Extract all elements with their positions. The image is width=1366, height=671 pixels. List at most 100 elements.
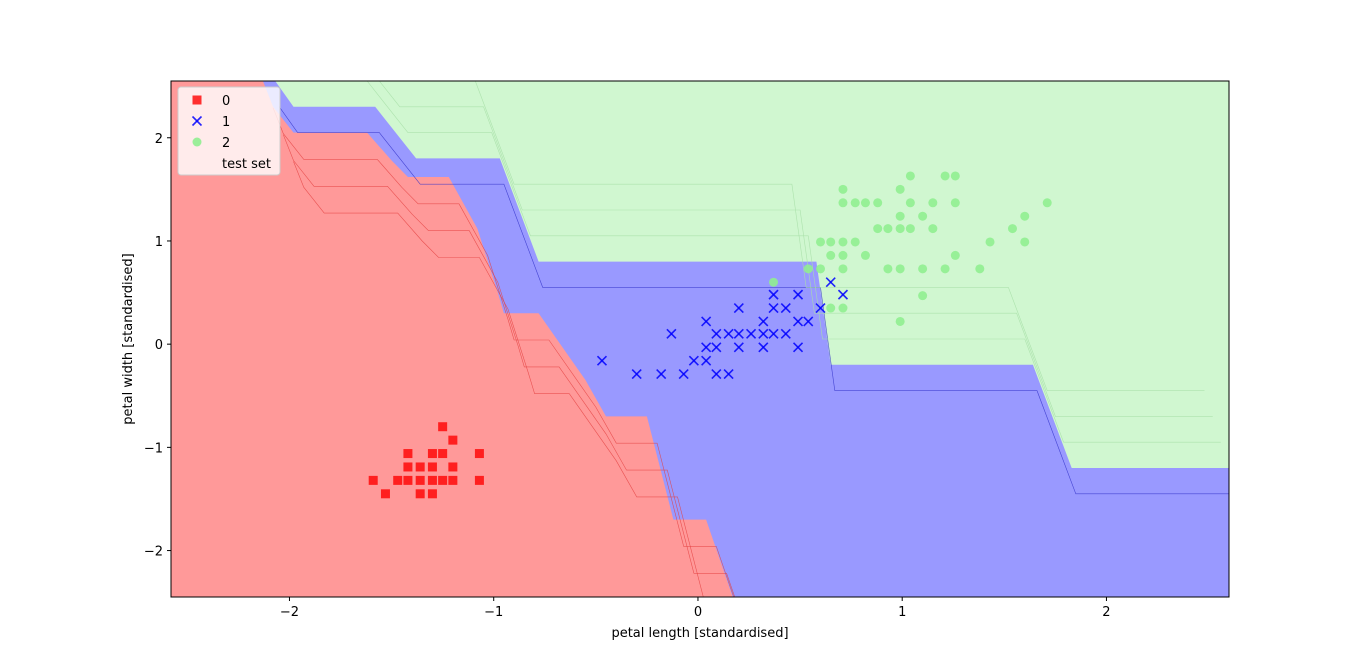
- data-point-class-1: [780, 302, 791, 314]
- data-point-class-1: [678, 369, 689, 380]
- data-point-class-2: [950, 171, 960, 181]
- data-point-class-1: [792, 342, 804, 353]
- data-point-class-2: [928, 198, 938, 208]
- x-tick-label: 0: [694, 605, 702, 620]
- data-point-class-2: [1020, 237, 1030, 247]
- data-point-class-1: [711, 328, 722, 339]
- data-point-class-2: [985, 237, 995, 247]
- legend: 0 1 2 test set: [177, 86, 281, 176]
- data-point-class-2: [816, 237, 826, 247]
- data-point-class-0: [438, 449, 448, 459]
- data-point-class-1: [792, 316, 804, 327]
- data-points: [368, 171, 1052, 499]
- data-point-class-2: [883, 224, 893, 234]
- data-point-class-2: [975, 264, 985, 274]
- data-point-class-0: [415, 462, 425, 472]
- data-point-class-2: [950, 250, 960, 260]
- data-point-class-0: [415, 475, 425, 485]
- legend-items: 0 1 2 test set: [191, 94, 271, 172]
- data-point-class-2: [838, 184, 848, 194]
- data-point-class-2: [895, 184, 905, 194]
- data-point-class-1: [768, 302, 779, 314]
- y-tick-label: −2: [144, 545, 163, 560]
- data-point-class-1: [758, 342, 769, 353]
- data-point-class-2: [918, 291, 928, 301]
- plot-frame: [170, 80, 1230, 598]
- data-point-class-2: [873, 224, 883, 234]
- contour-line-red: [272, 107, 735, 597]
- data-point-class-0: [474, 449, 484, 459]
- data-point-class-1: [733, 328, 744, 339]
- data-point-class-1: [803, 316, 814, 327]
- data-point-class-0: [427, 489, 437, 499]
- data-point-class-1: [666, 328, 677, 339]
- data-point-class-2: [816, 264, 826, 274]
- data-point-class-2: [940, 264, 950, 274]
- data-point-class-2: [803, 264, 813, 274]
- data-point-class-2: [1042, 198, 1052, 208]
- contour-line-red: [293, 161, 704, 597]
- data-point-class-1: [733, 342, 744, 353]
- data-point-class-2: [895, 316, 905, 326]
- data-point-class-1: [825, 277, 836, 288]
- data-point-class-1: [768, 289, 779, 300]
- legend-label: 0: [222, 94, 230, 109]
- x-tick-label: −1: [484, 605, 503, 620]
- data-point-class-0: [448, 462, 458, 472]
- x-axis: −2 −1 0 1 2: [280, 597, 1111, 620]
- data-point-class-2: [838, 198, 848, 208]
- y-tick-label: 1: [155, 235, 163, 250]
- data-point-class-2: [860, 198, 870, 208]
- contour-line-blue: [279, 106, 1229, 495]
- data-point-class-1: [701, 355, 712, 366]
- data-point-class-1: [711, 369, 722, 380]
- data-point-class-2: [918, 264, 928, 274]
- data-point-class-2: [905, 171, 915, 181]
- x-tick-label: −2: [280, 605, 299, 620]
- data-point-class-0: [380, 489, 390, 499]
- data-point-class-2: [928, 224, 938, 234]
- data-point-class-2: [940, 171, 950, 181]
- data-point-class-0: [368, 475, 378, 485]
- data-point-class-2: [838, 250, 848, 260]
- data-point-class-2: [860, 250, 870, 260]
- data-point-class-2: [850, 198, 860, 208]
- data-point-class-2: [826, 237, 836, 247]
- legend-marker-2: [192, 137, 202, 147]
- y-axis-label: petal width [standardised]: [121, 253, 136, 424]
- data-point-class-0: [427, 449, 437, 459]
- legend-label: 2: [222, 136, 230, 151]
- data-point-class-1: [723, 369, 734, 380]
- data-point-class-2: [883, 264, 893, 274]
- data-point-class-2: [1020, 211, 1030, 221]
- legend-label: test set: [222, 157, 271, 172]
- data-point-class-1: [792, 289, 804, 300]
- data-point-class-1: [596, 355, 608, 366]
- data-point-class-0: [448, 475, 458, 485]
- data-point-class-2: [826, 303, 836, 313]
- data-point-class-2: [850, 237, 860, 247]
- decision-regions: [171, 81, 1229, 597]
- data-point-class-1: [780, 328, 791, 339]
- data-point-class-0: [427, 462, 437, 472]
- legend-label: 1: [222, 115, 230, 130]
- data-point-class-1: [745, 328, 757, 339]
- data-point-class-1: [631, 369, 642, 380]
- data-point-class-2: [826, 250, 836, 260]
- data-point-class-1: [758, 328, 769, 339]
- data-point-class-2: [838, 264, 848, 274]
- contour-line-green: [391, 81, 1205, 391]
- contour-line-green: [285, 81, 1221, 443]
- data-point-class-0: [438, 422, 448, 432]
- data-point-class-1: [815, 302, 826, 314]
- y-axis: −2 −1 0 1 2: [144, 132, 171, 560]
- data-point-class-2: [918, 211, 928, 221]
- data-point-class-0: [448, 435, 458, 445]
- data-point-class-1: [733, 302, 744, 314]
- data-point-class-2: [905, 198, 915, 208]
- y-tick-label: 0: [155, 338, 163, 353]
- data-point-class-2: [838, 303, 848, 313]
- data-point-class-2: [873, 198, 883, 208]
- data-point-class-1: [768, 328, 779, 339]
